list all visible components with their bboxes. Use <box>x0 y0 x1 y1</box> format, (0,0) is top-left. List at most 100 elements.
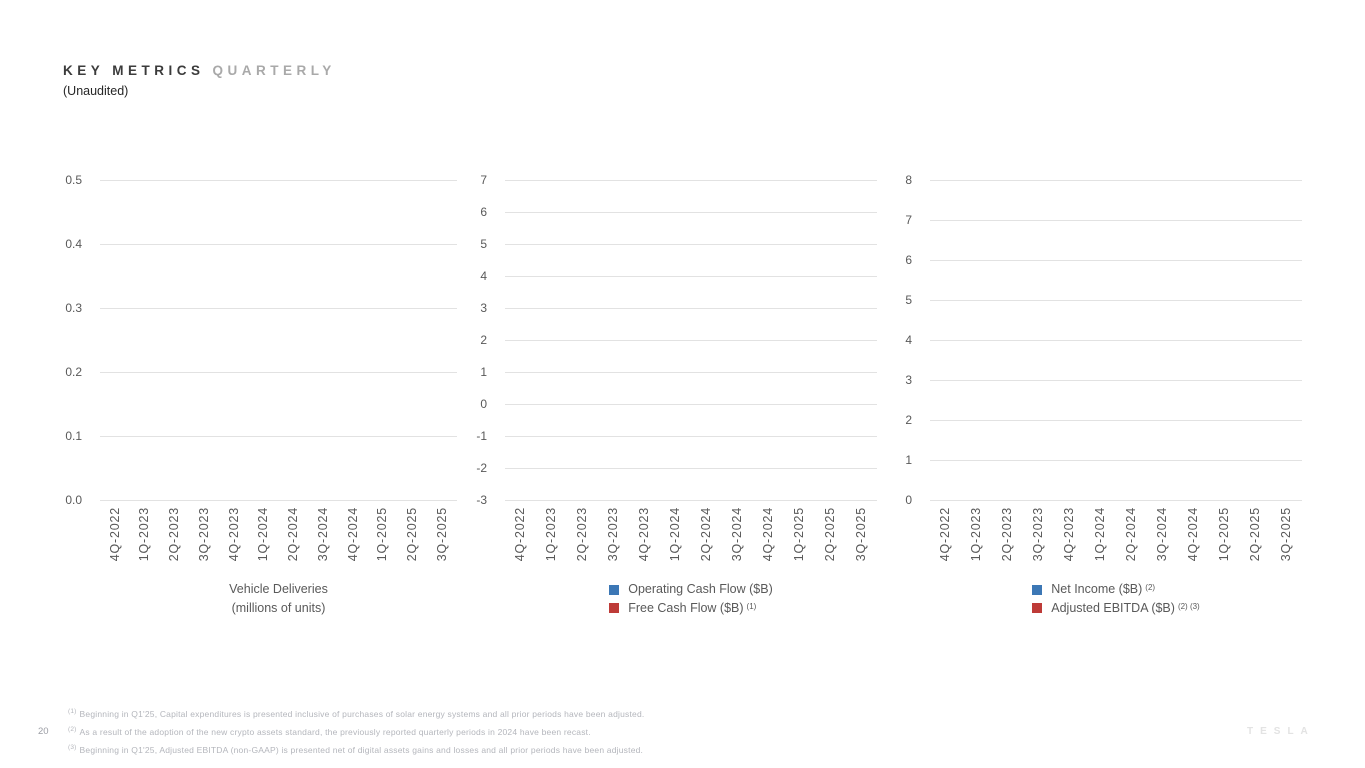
x-axis-tick-label: 3Q-2025 <box>434 507 449 562</box>
page-title: KEY METRICS QUARTERLY <box>63 63 336 78</box>
x-axis-slot: 3Q-2024 <box>308 507 338 561</box>
gridline <box>930 500 1302 501</box>
legend-label: Adjusted EBITDA ($B) <box>1051 600 1175 615</box>
y-axis-tick-label: 0.1 <box>65 429 82 443</box>
x-axis-tick-label: 2Q-2024 <box>286 507 301 562</box>
legend-superscript: (2) (3) <box>1177 601 1200 611</box>
x-axis-tick-label: 4Q-2022 <box>513 507 528 562</box>
legend-superscript: (1) <box>746 601 757 611</box>
x-axis-tick-label: 1Q-2025 <box>792 507 807 562</box>
legend-items: Operating Cash Flow ($B) Free Cash Flow (… <box>609 582 773 616</box>
chart-cash-flow: 7 6 5 4 3 2 1 0 -1 -2 -3 4Q-2022 1Q-2023 2Q-2023 3Q-20… <box>476 173 877 615</box>
footnote-1-text: Beginning in Q1'25, Capital expenditures… <box>79 708 645 719</box>
legend-item: Free Cash Flow ($B) (1) <box>609 601 756 617</box>
x-axis-tick-label: 4Q-2022 <box>107 507 122 562</box>
x-axis-slot: 1Q-2025 <box>1209 507 1240 561</box>
legend-items: Vehicle Deliveries (millions of units) <box>229 582 328 616</box>
footnote-2-marker: (2) <box>68 725 77 733</box>
x-axis-tick-label: 2Q-2023 <box>1000 507 1015 562</box>
y-axis-tick-label: 0 <box>480 397 487 411</box>
footnote-3-text: Beginning in Q1'25, Adjusted EBITDA (non… <box>79 744 644 755</box>
x-axis-tick-label: 1Q-2024 <box>256 507 271 562</box>
x-axis-slot: 3Q-2025 <box>1271 507 1302 561</box>
legend-item: Net Income ($B) (2) <box>1032 582 1155 598</box>
legend-superscript: (2) <box>1145 583 1156 592</box>
x-axis-slot: 3Q-2023 <box>189 507 219 561</box>
chart-net-income-ebitda: 8 7 6 5 4 3 2 1 0 4Q-2022 1Q-2023 2Q-2023 3Q-2023 4Q-… <box>905 173 1302 615</box>
y-axis-tick-label: 8 <box>905 173 912 187</box>
y-axis-tick-label: 4 <box>480 269 487 283</box>
gridline <box>505 436 877 437</box>
x-axis-tick-label: 1Q-2023 <box>137 507 152 562</box>
gridline <box>505 372 877 373</box>
y-axis-tick-label: 0 <box>905 493 912 507</box>
footnote-3: (3) Beginning in Q1'25, Adjusted EBITDA (… <box>68 740 644 758</box>
x-axis-tick-label: 1Q-2023 <box>969 507 984 562</box>
x-axis-slot: 4Q-2022 <box>930 507 961 561</box>
gridline <box>100 372 457 373</box>
gridline <box>100 244 457 245</box>
y-axis-tick-label: 0.2 <box>65 365 82 379</box>
gridline <box>930 260 1302 261</box>
x-axis-slot: 2Q-2025 <box>398 507 428 561</box>
legend-item: (millions of units) <box>232 601 326 617</box>
title-primary: KEY METRICS <box>63 63 205 78</box>
y-axis-tick-label: 6 <box>905 253 912 267</box>
x-axis-tick-label: 3Q-2023 <box>1031 507 1046 562</box>
x-axis-tick-label: 4Q-2024 <box>1186 507 1201 562</box>
footnote-2-text: As a result of the adoption of the new c… <box>79 726 591 737</box>
x-axis-slot: 2Q-2023 <box>992 507 1023 561</box>
gridline <box>100 180 457 181</box>
y-axis-tick-label: -3 <box>476 493 487 507</box>
x-axis-tick-label: 4Q-2022 <box>938 507 953 562</box>
x-axis-slot: 1Q-2024 <box>249 507 279 561</box>
x-axis-tick-label: 1Q-2025 <box>1217 507 1232 562</box>
x-axis-tick-label: 1Q-2024 <box>1093 507 1108 562</box>
y-axis-tick-label: 0.4 <box>65 237 82 251</box>
x-axis-slot: 1Q-2024 <box>660 507 691 561</box>
gridline <box>100 308 457 309</box>
legend-swatch-icon <box>609 603 620 614</box>
x-axis-slot: 2Q-2023 <box>567 507 598 561</box>
x-axis-slot: 4Q-2022 <box>505 507 536 561</box>
y-axis-tick-label: 1 <box>480 365 487 379</box>
y-axis-tick-label: 2 <box>905 413 912 427</box>
slide-header: KEY METRICS QUARTERLY (Unaudited) <box>63 63 336 98</box>
gridline <box>505 244 877 245</box>
x-axis-slot: 3Q-2024 <box>722 507 753 561</box>
x-axis-tick-label: 2Q-2023 <box>167 507 182 562</box>
legend-swatch-icon <box>1032 584 1043 595</box>
gridline <box>100 500 457 501</box>
x-axis-tick-label: 4Q-2023 <box>226 507 241 562</box>
y-axis-tick-label: 3 <box>480 301 487 315</box>
x-axis-slot: 1Q-2024 <box>1085 507 1116 561</box>
y-axis-tick-label: 0.0 <box>65 493 82 507</box>
x-axis-tick-label: 1Q-2023 <box>544 507 559 562</box>
gridline <box>505 308 877 309</box>
gridline <box>505 212 877 213</box>
chart-legend: Net Income ($B) (2) Adjusted EBITDA ($B) (2… <box>930 582 1302 616</box>
x-axis-tick-label: 2Q-2024 <box>1124 507 1139 562</box>
legend-swatch-icon <box>609 584 620 595</box>
x-axis-tick-label: 3Q-2024 <box>1155 507 1170 562</box>
chart-vehicle-deliveries: 0.5 0.4 0.3 0.2 0.1 0.0 4Q-2022 1Q-2023 2Q-2023 3… <box>65 173 457 615</box>
legend-item: Operating Cash Flow ($B) <box>609 582 773 598</box>
x-axis-slot: 3Q-2025 <box>427 507 457 561</box>
x-axis-slot: 2Q-2024 <box>1116 507 1147 561</box>
x-axis-tick-label: 2Q-2023 <box>575 507 590 562</box>
x-axis-slot: 2Q-2025 <box>815 507 846 561</box>
gridline <box>100 436 457 437</box>
x-axis-tick-label: 3Q-2023 <box>606 507 621 562</box>
footnotes: (1) Beginning in Q1'25, Capital expenditu… <box>68 704 644 757</box>
y-axis-tick-label: -2 <box>476 461 487 475</box>
y-axis-tick-label: 3 <box>905 373 912 387</box>
x-axis-tick-label: 1Q-2024 <box>668 507 683 562</box>
x-axis-slot: 2Q-2024 <box>279 507 309 561</box>
x-axis-slot: 4Q-2023 <box>219 507 249 561</box>
footnote-3-marker: (3) <box>68 743 77 751</box>
x-axis-slot: 4Q-2022 <box>100 507 130 561</box>
gridline <box>505 340 877 341</box>
y-axis-tick-label: -1 <box>476 429 487 443</box>
x-axis-tick-label: 3Q-2024 <box>730 507 745 562</box>
gridline <box>505 404 877 405</box>
